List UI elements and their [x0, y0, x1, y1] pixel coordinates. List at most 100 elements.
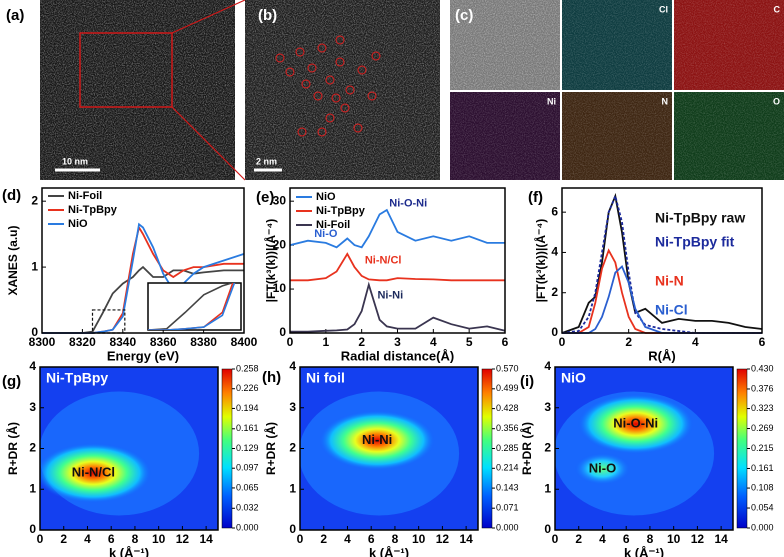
colorbar-tick-label: 0.000 — [496, 522, 519, 532]
x-tick-label: 8 — [392, 532, 399, 546]
x-tick-label: 8320 — [69, 335, 96, 349]
panel-label: (g) — [2, 373, 21, 390]
legend-label: Ni-TpBpy — [68, 204, 118, 216]
sem-texture — [450, 0, 560, 90]
x-axis-label: R(Å) — [648, 348, 675, 363]
annotation: Ni-O-Ni — [613, 415, 658, 430]
colorbar-tick-label: 0.499 — [496, 383, 519, 393]
series-line — [42, 222, 245, 334]
x-tick-label: 0 — [297, 532, 304, 546]
x-tick-label: 2 — [60, 532, 67, 546]
x-tick-label: 8300 — [29, 335, 56, 349]
x-tick-label: 0 — [552, 532, 559, 546]
x-tick-label: 10 — [412, 532, 426, 546]
plot-frame — [289, 187, 506, 334]
y-axis-label: R+DR (Å) — [519, 422, 534, 475]
map-label: C — [774, 4, 781, 14]
legend-label: Ni-TpBpy raw — [655, 210, 745, 226]
zoom-line — [171, 0, 246, 34]
haadf-texture — [245, 0, 440, 180]
x-axis-label: Energy (eV) — [107, 348, 179, 363]
legend-label: Ni-TpBpy fit — [655, 234, 735, 250]
legend-label: Ni-Foil — [68, 190, 102, 202]
y-tick-label: 2 — [544, 441, 551, 455]
map-label: O — [773, 96, 780, 106]
y-tick-label: 4 — [289, 359, 296, 373]
y-tick-label: 30 — [273, 193, 287, 207]
contour-field — [555, 391, 715, 516]
y-axis-label: R+DR (Å) — [5, 422, 20, 475]
y-tick-label: 4 — [551, 245, 558, 259]
panel-label: (f) — [528, 189, 543, 206]
x-tick-label: 2 — [358, 335, 365, 349]
colorbar-tick-label: 0.161 — [236, 423, 259, 433]
y-tick-label: 2 — [31, 193, 38, 207]
eds-maps — [450, 0, 784, 180]
colorbar — [736, 368, 748, 529]
map-title: Ni-TpBpy — [46, 370, 108, 386]
zoom-line — [171, 106, 246, 181]
legend-label: Ni-TpBpy — [316, 205, 366, 217]
colorbar-tick-label: 0.430 — [751, 363, 774, 373]
x-tick-label: 8 — [132, 532, 139, 546]
x-tick-label: 14 — [714, 532, 728, 546]
legend-label: NiO — [316, 191, 336, 203]
colorbar-tick-label: 0.071 — [496, 503, 519, 513]
y-tick-label: 0 — [551, 325, 558, 339]
colorbar-tick-label: 0.258 — [236, 363, 259, 373]
y-tick-label: 0 — [279, 325, 286, 339]
tem-texture — [40, 0, 235, 180]
y-axis-label: |FT(k³(k))|(Å⁻⁴) — [263, 219, 278, 303]
x-tick-label: 6 — [502, 335, 509, 349]
colorbar-tick-label: 0.214 — [496, 463, 519, 473]
x-tick-label: 4 — [344, 532, 351, 546]
colorbar — [481, 368, 493, 529]
x-tick-label: 14 — [459, 532, 473, 546]
panel-label: (i) — [520, 373, 534, 390]
annotation: Ni-Ni — [362, 432, 392, 447]
contour-peak — [574, 452, 631, 485]
x-tick-label: 2 — [320, 532, 327, 546]
y-axis-label: R+DR (Å) — [263, 422, 278, 475]
x-tick-label: 6 — [108, 532, 115, 546]
x-tick-label: 8 — [647, 532, 654, 546]
colorbar-tick-label: 0.065 — [236, 482, 259, 492]
y-tick-label: 10 — [273, 281, 287, 295]
legend-label: Ni-Foil — [316, 219, 350, 231]
y-tick-label: 4 — [544, 359, 551, 373]
colorbar-tick-label: 0.161 — [751, 463, 774, 473]
x-tick-label: 0 — [287, 335, 294, 349]
x-tick-label: 14 — [199, 532, 213, 546]
colorbar-tick-label: 0.054 — [751, 502, 774, 512]
zoom-box — [79, 32, 173, 108]
y-tick-label: 3 — [29, 400, 36, 414]
scale-bar-label: 10 nm — [62, 156, 88, 166]
y-tick-label: 1 — [31, 259, 38, 273]
x-tick-label: 10 — [152, 532, 166, 546]
colorbar-tick-label: 0.097 — [236, 463, 259, 473]
map-label: Cl — [659, 4, 668, 14]
plot-frame — [41, 187, 245, 334]
contour-peak — [577, 394, 694, 455]
x-tick-label: 3 — [394, 335, 401, 349]
colorbar-tick-label: 0.376 — [751, 383, 774, 393]
inset-lines — [148, 283, 236, 330]
y-tick-label: 0 — [29, 522, 36, 536]
x-tick-label: 6 — [368, 532, 375, 546]
x-tick-label: 2 — [575, 532, 582, 546]
y-tick-label: 1 — [29, 481, 36, 495]
x-tick-label: 6 — [759, 335, 766, 349]
y-tick-label: 0 — [31, 325, 38, 339]
y-tick-label: 4 — [29, 359, 36, 373]
x-tick-label: 8380 — [190, 335, 217, 349]
panel-label: (a) — [6, 7, 24, 24]
x-tick-label: 8340 — [109, 335, 136, 349]
y-tick-label: 1 — [544, 481, 551, 495]
series-line — [289, 208, 505, 249]
colorbar-tick-label: 0.129 — [236, 443, 259, 453]
map-title: Ni foil — [306, 370, 345, 386]
colorbar-tick-label: 0.269 — [751, 423, 774, 433]
colorbar-tick-label: 0.000 — [236, 522, 259, 532]
colorbar-tick-label: 0.323 — [751, 403, 774, 413]
